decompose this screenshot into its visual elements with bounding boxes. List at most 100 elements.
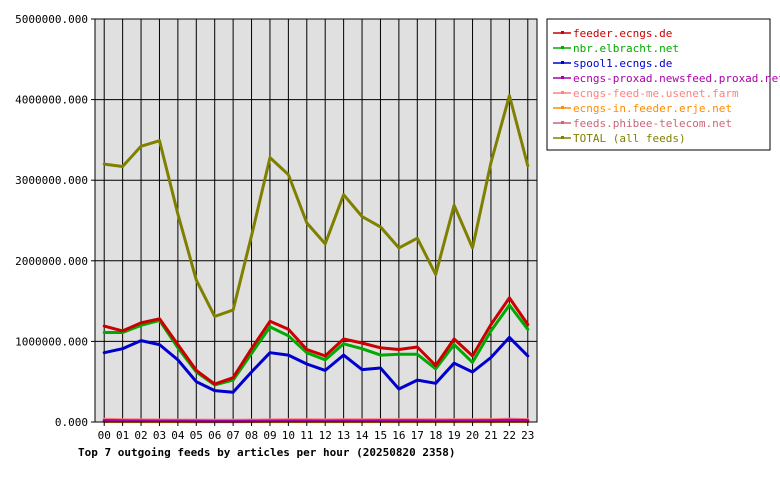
y-tick-label: 4000000.000 [15,94,88,107]
data-point [342,354,345,357]
data-point [361,347,364,350]
data-point [287,173,290,176]
x-tick-label: 11 [300,429,313,442]
x-tick-label: 15 [374,429,387,442]
data-point [103,351,106,354]
data-point [342,193,345,196]
data-point [434,382,437,385]
data-point [489,419,492,422]
x-tick-label: 00 [98,429,111,442]
data-point [213,389,216,392]
y-tick-label: 3000000.000 [15,174,88,187]
data-point [361,419,364,422]
data-point [379,419,382,422]
legend-item: feeder.ecngs.de [553,27,672,40]
data-point [140,145,143,148]
data-point [416,419,419,422]
x-tick-label: 21 [484,429,497,442]
data-point [250,352,253,355]
series-line [102,335,530,394]
data-point [324,354,327,357]
data-point [195,369,198,372]
x-tick-label: 18 [429,429,442,442]
data-point [416,346,419,349]
data-point [305,362,308,365]
data-point [268,351,271,354]
data-point [140,339,143,342]
data-point [526,328,529,331]
data-point [250,420,253,423]
legend-item: spool1.ecngs.de [553,57,672,70]
data-point [121,347,124,350]
data-point [158,419,161,422]
data-point [195,279,198,282]
data-point [268,156,271,159]
data-point [434,273,437,276]
data-point [342,342,345,345]
data-point [213,383,216,386]
data-point [508,94,511,97]
data-point [232,376,235,379]
data-point [176,358,179,361]
data-point [526,354,529,357]
legend-label: spool1.ecngs.de [573,57,672,70]
x-tick-label: 19 [448,429,461,442]
data-point [305,221,308,224]
data-point [213,315,216,318]
data-point [324,369,327,372]
legend-label: TOTAL (all feeds) [573,132,686,145]
data-point [361,368,364,371]
data-point [232,391,235,394]
data-point [508,296,511,299]
x-tick-label: 10 [282,429,295,442]
series-lines [102,94,530,424]
x-tick-label: 02 [134,429,147,442]
data-point [176,420,179,423]
x-tick-label: 12 [319,429,332,442]
data-point [397,419,400,422]
data-point [140,324,143,327]
data-point [397,348,400,351]
data-point [103,325,106,328]
data-point [416,353,419,356]
data-point [471,354,474,357]
legend-label: feeder.ecngs.de [573,27,672,40]
data-point [342,419,345,422]
data-point [361,342,364,345]
data-point [103,163,106,166]
data-point [453,362,456,365]
x-axis-ticks: 00 01 02 03 04 05 06 07 08 09 10 11 12 13 14 15 16 17 18 19… [98,422,534,442]
data-point [140,419,143,422]
data-point [250,371,253,374]
data-point [379,346,382,349]
data-point [471,246,474,249]
legend-marker [561,106,564,109]
data-point [268,320,271,323]
data-point [434,367,437,370]
x-tick-label: 22 [503,429,516,442]
legend-label: ecngs-in.feeder.erje.net [573,102,732,115]
legend-marker [561,76,564,79]
data-point [508,304,511,307]
data-point [158,139,161,142]
x-tick-label: 06 [208,429,221,442]
data-point [379,225,382,228]
data-point [489,356,492,359]
x-tick-label: 05 [190,429,203,442]
data-point [508,336,511,339]
legend-label: ecngs-proxad.newsfeed.proxad.net [573,72,780,85]
data-point [397,387,400,390]
x-tick-label: 01 [116,429,129,442]
x-tick-label: 20 [466,429,479,442]
legend-item: TOTAL (all feeds) [553,132,686,145]
series-line [102,303,530,387]
data-point [379,354,382,357]
data-point [526,323,529,326]
series-line [102,418,530,423]
legend-box [546,18,771,151]
x-tick-label: 03 [153,429,166,442]
data-point [453,419,456,422]
data-point [471,361,474,364]
legend: feeder.ecngs.de nbr.elbracht.net spool1.ec… [546,18,780,151]
x-tick-label: 14 [355,429,369,442]
